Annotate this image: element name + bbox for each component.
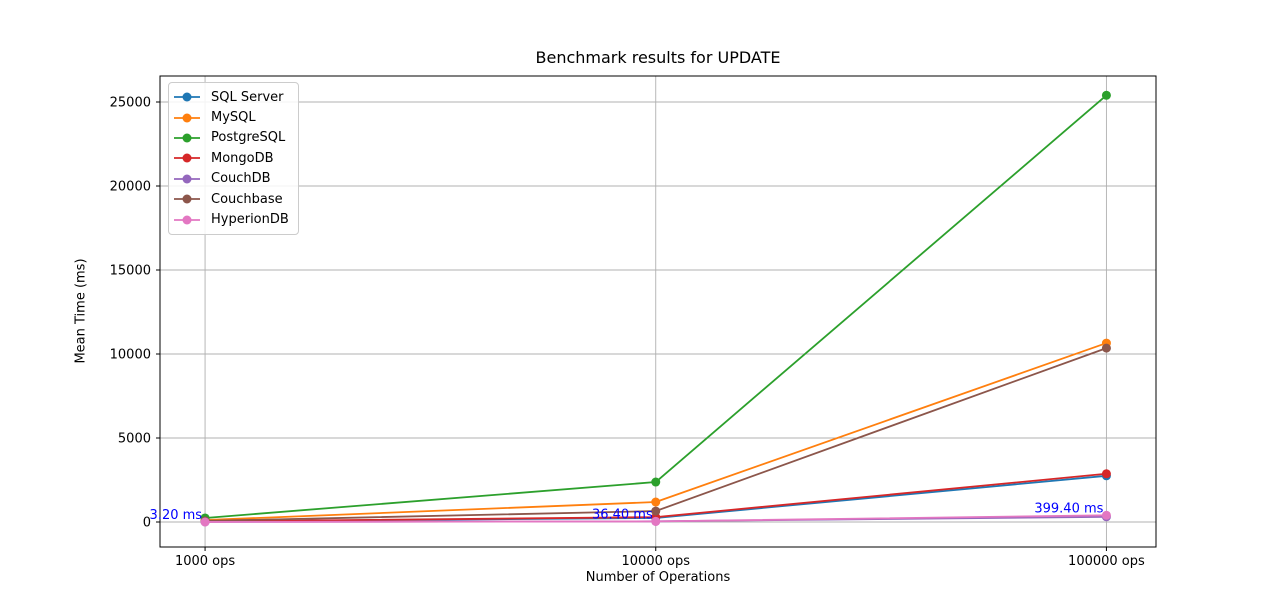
data-point-couchbase: [1101, 343, 1111, 353]
plot-border: [159, 75, 1157, 548]
legend-line-marker-icon: [174, 174, 200, 184]
legend-line-marker-icon: [174, 133, 200, 143]
legend-item-postgresql: PostgreSQL: [173, 128, 289, 148]
legend-item-hyperiondb: HyperionDB: [173, 209, 289, 229]
legend-label: CouchDB: [211, 171, 271, 187]
data-point-couchbase: [651, 506, 661, 516]
legend-line-marker-icon: [174, 92, 200, 102]
data-point-mysql: [651, 497, 661, 507]
legend-label: MySQL: [211, 110, 256, 126]
legend-item-couchbase: Couchbase: [173, 189, 289, 209]
data-point-postgresql: [1101, 90, 1111, 100]
y-tick-label: 10000: [110, 348, 151, 363]
data-point-hyperiondb: [1101, 510, 1111, 520]
x-tick-label: 10000 ops: [622, 554, 691, 569]
y-tick-label: 15000: [110, 264, 151, 279]
annotation-399-40-ms: 399.40 ms: [1034, 501, 1103, 516]
legend: SQL Server MySQL PostgreSQL MongoDB CouchDB C…: [168, 82, 299, 235]
legend-line-marker-icon: [174, 194, 200, 204]
legend-label: SQL Server: [211, 89, 284, 105]
legend-label: MongoDB: [211, 150, 274, 166]
y-tick-label: 25000: [110, 96, 151, 111]
y-tick-label: 5000: [118, 432, 151, 447]
y-tick-label: 20000: [110, 180, 151, 195]
x-tick-label: 100000 ops: [1068, 554, 1145, 569]
chart-title: Benchmark results for UPDATE: [535, 48, 781, 67]
x-axis-label: Number of Operations: [585, 570, 731, 585]
legend-label: Couchbase: [211, 191, 283, 207]
legend-line-marker-icon: [174, 153, 200, 163]
legend-item-couchdb: CouchDB: [173, 169, 289, 189]
legend-line-marker-icon: [174, 215, 200, 225]
legend-item-mysql: MySQL: [173, 107, 289, 127]
data-point-mongodb: [1101, 469, 1111, 479]
data-point-postgresql: [651, 477, 661, 487]
legend-label: PostgreSQL: [211, 130, 286, 146]
x-tick-label: 1000 ops: [175, 554, 235, 569]
data-point-hyperiondb: [200, 517, 210, 527]
data-point-hyperiondb: [651, 516, 661, 526]
legend-item-sql-server: SQL Server: [173, 87, 289, 107]
legend-item-mongodb: MongoDB: [173, 148, 289, 168]
y-tick-label: 0: [143, 516, 151, 531]
legend-label: HyperionDB: [211, 212, 289, 228]
annotation-3-20-ms: 3.20 ms: [150, 508, 203, 523]
annotation-36-40-ms: 36.40 ms: [592, 507, 653, 522]
legend-line-marker-icon: [174, 113, 200, 123]
